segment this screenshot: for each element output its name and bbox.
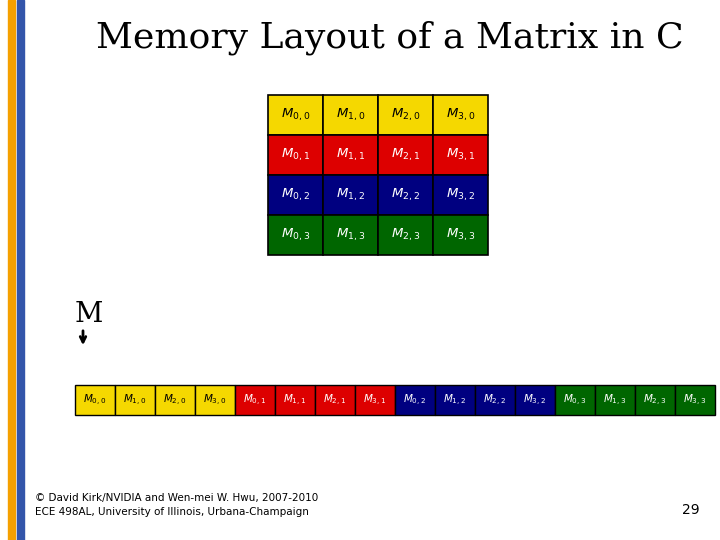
- Bar: [433, 175, 488, 215]
- Bar: [195, 385, 235, 415]
- Text: $M_{0,2}$: $M_{0,2}$: [281, 187, 310, 203]
- Text: $M_{3,2}$: $M_{3,2}$: [446, 187, 475, 203]
- Bar: [555, 385, 595, 415]
- Text: Memory Layout of a Matrix in C: Memory Layout of a Matrix in C: [96, 21, 684, 55]
- Text: $M_{3,3}$: $M_{3,3}$: [446, 227, 475, 243]
- Text: $M_{1,1}$: $M_{1,1}$: [336, 147, 365, 163]
- Bar: [268, 135, 323, 175]
- Bar: [595, 385, 635, 415]
- Bar: [268, 215, 323, 255]
- Bar: [8, 0, 15, 540]
- Text: M: M: [75, 301, 104, 328]
- Text: $M_{0,0}$: $M_{0,0}$: [84, 393, 107, 408]
- Text: 29: 29: [683, 503, 700, 517]
- Text: $M_{0,2}$: $M_{0,2}$: [403, 393, 426, 408]
- Text: $M_{3,3}$: $M_{3,3}$: [683, 393, 706, 408]
- Bar: [675, 385, 715, 415]
- Bar: [323, 95, 378, 135]
- Bar: [323, 215, 378, 255]
- Text: $M_{2,1}$: $M_{2,1}$: [323, 393, 346, 408]
- Text: $M_{1,0}$: $M_{1,0}$: [123, 393, 147, 408]
- Bar: [475, 385, 515, 415]
- Text: $M_{0,3}$: $M_{0,3}$: [281, 227, 310, 243]
- Bar: [355, 385, 395, 415]
- Bar: [17, 0, 24, 540]
- Text: $M_{3,1}$: $M_{3,1}$: [446, 147, 475, 163]
- Text: $M_{0,3}$: $M_{0,3}$: [563, 393, 587, 408]
- Bar: [323, 175, 378, 215]
- Bar: [323, 135, 378, 175]
- Text: $M_{3,0}$: $M_{3,0}$: [203, 393, 227, 408]
- Text: $M_{2,3}$: $M_{2,3}$: [391, 227, 420, 243]
- Bar: [635, 385, 675, 415]
- Text: $M_{2,0}$: $M_{2,0}$: [391, 107, 420, 123]
- Text: $M_{1,2}$: $M_{1,2}$: [444, 393, 467, 408]
- Text: $M_{1,3}$: $M_{1,3}$: [336, 227, 365, 243]
- Bar: [268, 175, 323, 215]
- Bar: [433, 135, 488, 175]
- Text: $M_{1,2}$: $M_{1,2}$: [336, 187, 365, 203]
- Bar: [155, 385, 195, 415]
- Bar: [378, 95, 433, 135]
- Text: $M_{0,0}$: $M_{0,0}$: [281, 107, 310, 123]
- Bar: [235, 385, 275, 415]
- Text: $M_{2,0}$: $M_{2,0}$: [163, 393, 186, 408]
- Bar: [378, 175, 433, 215]
- Text: $M_{0,1}$: $M_{0,1}$: [243, 393, 266, 408]
- Bar: [433, 95, 488, 135]
- Bar: [115, 385, 155, 415]
- Bar: [315, 385, 355, 415]
- Text: $M_{2,3}$: $M_{2,3}$: [644, 393, 667, 408]
- Text: $M_{2,2}$: $M_{2,2}$: [391, 187, 420, 203]
- Bar: [378, 135, 433, 175]
- Bar: [275, 385, 315, 415]
- Text: $M_{3,1}$: $M_{3,1}$: [364, 393, 387, 408]
- Text: $M_{2,1}$: $M_{2,1}$: [391, 147, 420, 163]
- Text: $M_{1,3}$: $M_{1,3}$: [603, 393, 626, 408]
- Bar: [378, 215, 433, 255]
- Bar: [435, 385, 475, 415]
- Text: © David Kirk/NVIDIA and Wen-mei W. Hwu, 2007-2010
ECE 498AL, University of Illin: © David Kirk/NVIDIA and Wen-mei W. Hwu, …: [35, 492, 318, 517]
- Text: $M_{1,0}$: $M_{1,0}$: [336, 107, 365, 123]
- Bar: [395, 385, 435, 415]
- Text: $M_{0,1}$: $M_{0,1}$: [281, 147, 310, 163]
- Bar: [75, 385, 115, 415]
- Text: $M_{3,0}$: $M_{3,0}$: [446, 107, 475, 123]
- Text: $M_{3,2}$: $M_{3,2}$: [523, 393, 546, 408]
- Text: $M_{1,1}$: $M_{1,1}$: [284, 393, 307, 408]
- Text: $M_{2,2}$: $M_{2,2}$: [483, 393, 507, 408]
- Bar: [433, 215, 488, 255]
- Bar: [268, 95, 323, 135]
- Bar: [515, 385, 555, 415]
